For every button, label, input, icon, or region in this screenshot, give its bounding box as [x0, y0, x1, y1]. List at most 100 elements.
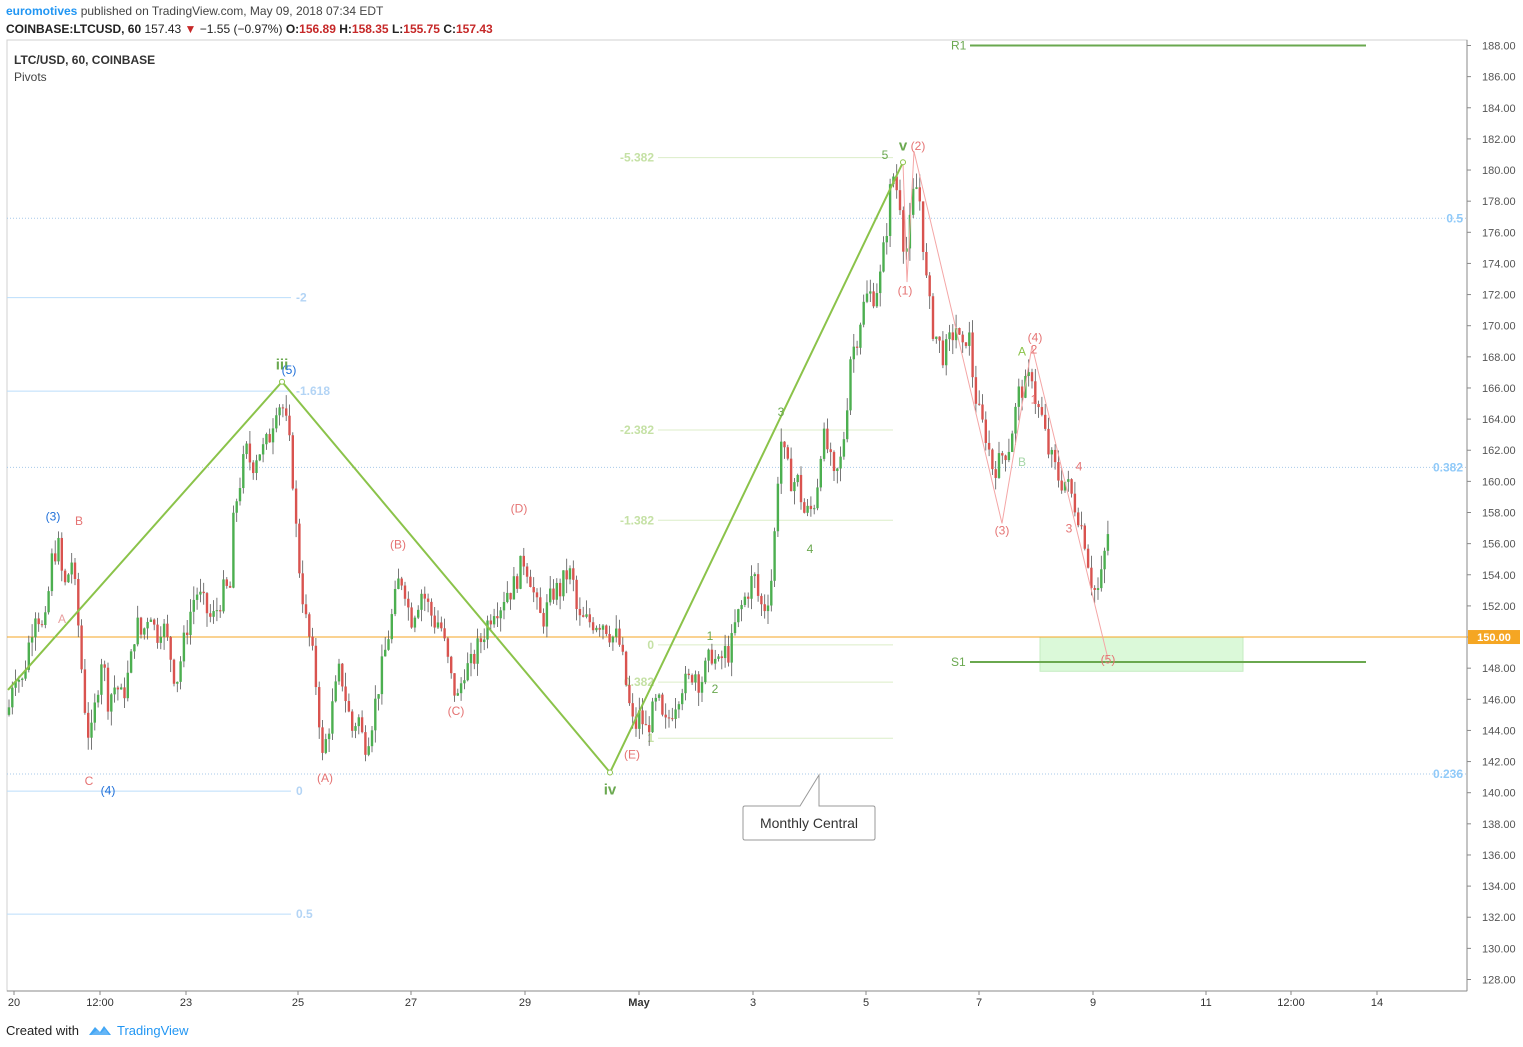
- candle-body: [397, 578, 400, 590]
- candle-body: [195, 594, 199, 600]
- candle-body: [318, 687, 321, 728]
- sub-wave-label: (4): [1028, 330, 1043, 344]
- candle-body: [245, 443, 248, 455]
- candle-body: [489, 620, 492, 625]
- chart-header: euromotives published on TradingView.com…: [6, 2, 493, 40]
- candle-body: [879, 271, 882, 294]
- candle-body: [819, 458, 822, 488]
- time-tick-label: 23: [180, 997, 192, 1009]
- candle-body: [865, 293, 869, 302]
- candle-body: [308, 614, 311, 637]
- candle-body: [87, 712, 90, 738]
- candle-body: [7, 707, 11, 715]
- candle-body: [1050, 449, 1053, 455]
- tradingview-link[interactable]: TradingView: [116, 1022, 189, 1038]
- high-value: 158.35: [351, 22, 389, 36]
- candle-body: [984, 419, 987, 443]
- candle-body: [743, 596, 747, 605]
- candle-body: [321, 727, 324, 753]
- candle-body: [473, 653, 476, 664]
- price-tick-label: 174.00: [1482, 258, 1516, 270]
- candle-body: [664, 714, 667, 718]
- sub-wave-label: (B): [390, 537, 406, 551]
- candle-body: [341, 663, 344, 687]
- candle-body: [450, 656, 453, 674]
- candle-body: [192, 599, 195, 612]
- candle-body: [238, 488, 242, 502]
- candle-body: [225, 579, 228, 586]
- candle-body: [390, 614, 393, 640]
- candle-body: [129, 651, 133, 673]
- legend-indicator[interactable]: Pivots: [14, 70, 47, 84]
- candle-body: [605, 625, 608, 634]
- candle-body: [621, 644, 624, 652]
- candle-body: [476, 638, 479, 664]
- candle-body: [558, 582, 562, 597]
- candle-body: [413, 617, 417, 628]
- candle-body: [601, 625, 605, 630]
- sub-wave-label: (3): [995, 523, 1010, 537]
- candle-body: [671, 718, 674, 720]
- candle-body: [522, 555, 525, 567]
- sub-wave-label: (D): [511, 502, 528, 516]
- candle-body: [1093, 588, 1096, 590]
- price-tick-label: 168.00: [1482, 352, 1516, 364]
- candle-body: [529, 576, 532, 587]
- candle-body: [1086, 548, 1090, 568]
- candle-body: [776, 483, 780, 532]
- candle-body: [73, 562, 77, 579]
- candle-body: [925, 251, 928, 276]
- candle-body: [63, 570, 67, 583]
- created-with-text: Created with: [6, 1022, 79, 1038]
- sub-wave-label: (C): [448, 704, 465, 718]
- candle-body: [555, 582, 558, 600]
- candle-body: [677, 704, 681, 710]
- fib-mid-label: 1: [647, 731, 654, 745]
- candle-body: [1034, 381, 1037, 404]
- candle-body: [301, 573, 304, 605]
- candle-body: [552, 588, 555, 600]
- time-tick-label: 14: [1371, 997, 1383, 1009]
- candle-body: [872, 291, 875, 307]
- callout-box: [742, 773, 876, 841]
- open-value: 156.89: [299, 22, 336, 36]
- candle-body: [314, 645, 318, 688]
- low-value: 155.75: [403, 22, 440, 36]
- candle-body: [479, 638, 483, 643]
- author-link[interactable]: euromotives: [6, 4, 78, 18]
- candle-body: [212, 611, 215, 617]
- candle-body: [928, 275, 931, 297]
- time-tick-label: May: [628, 997, 650, 1009]
- candle-body: [855, 346, 859, 348]
- candle-body: [799, 474, 803, 503]
- fib-mid-label: -5.382: [620, 151, 654, 165]
- candle-body: [786, 447, 789, 459]
- primary-wave-label: v: [899, 137, 908, 154]
- price-change: −1.55 (−0.97%): [199, 22, 283, 36]
- candle-body: [1017, 386, 1020, 407]
- candle-body: [783, 441, 786, 448]
- candle-body: [377, 694, 380, 699]
- candle-body: [948, 332, 951, 340]
- time-tick-label: 7: [976, 997, 982, 1009]
- primary-wave-label: iii: [276, 357, 289, 374]
- price-tick-label: 184.00: [1482, 103, 1516, 115]
- candle-body: [641, 710, 644, 725]
- price-tick-label: 158.00: [1482, 508, 1516, 520]
- candle-body: [420, 593, 423, 610]
- sub-wave-label: 1: [707, 629, 714, 643]
- candle-body: [248, 443, 252, 463]
- candle-body: [737, 609, 740, 623]
- candle-body: [591, 622, 595, 631]
- candle-body: [1014, 406, 1017, 434]
- time-tick-label: 9: [1090, 997, 1096, 1009]
- primary-wave-label: iv: [604, 781, 617, 798]
- candle-body: [542, 612, 545, 627]
- candle-body: [1103, 550, 1106, 570]
- candle-body: [436, 622, 440, 628]
- candle-body: [486, 620, 489, 640]
- candle-body: [595, 627, 598, 631]
- candle-body: [261, 444, 265, 455]
- candle-body: [994, 469, 997, 478]
